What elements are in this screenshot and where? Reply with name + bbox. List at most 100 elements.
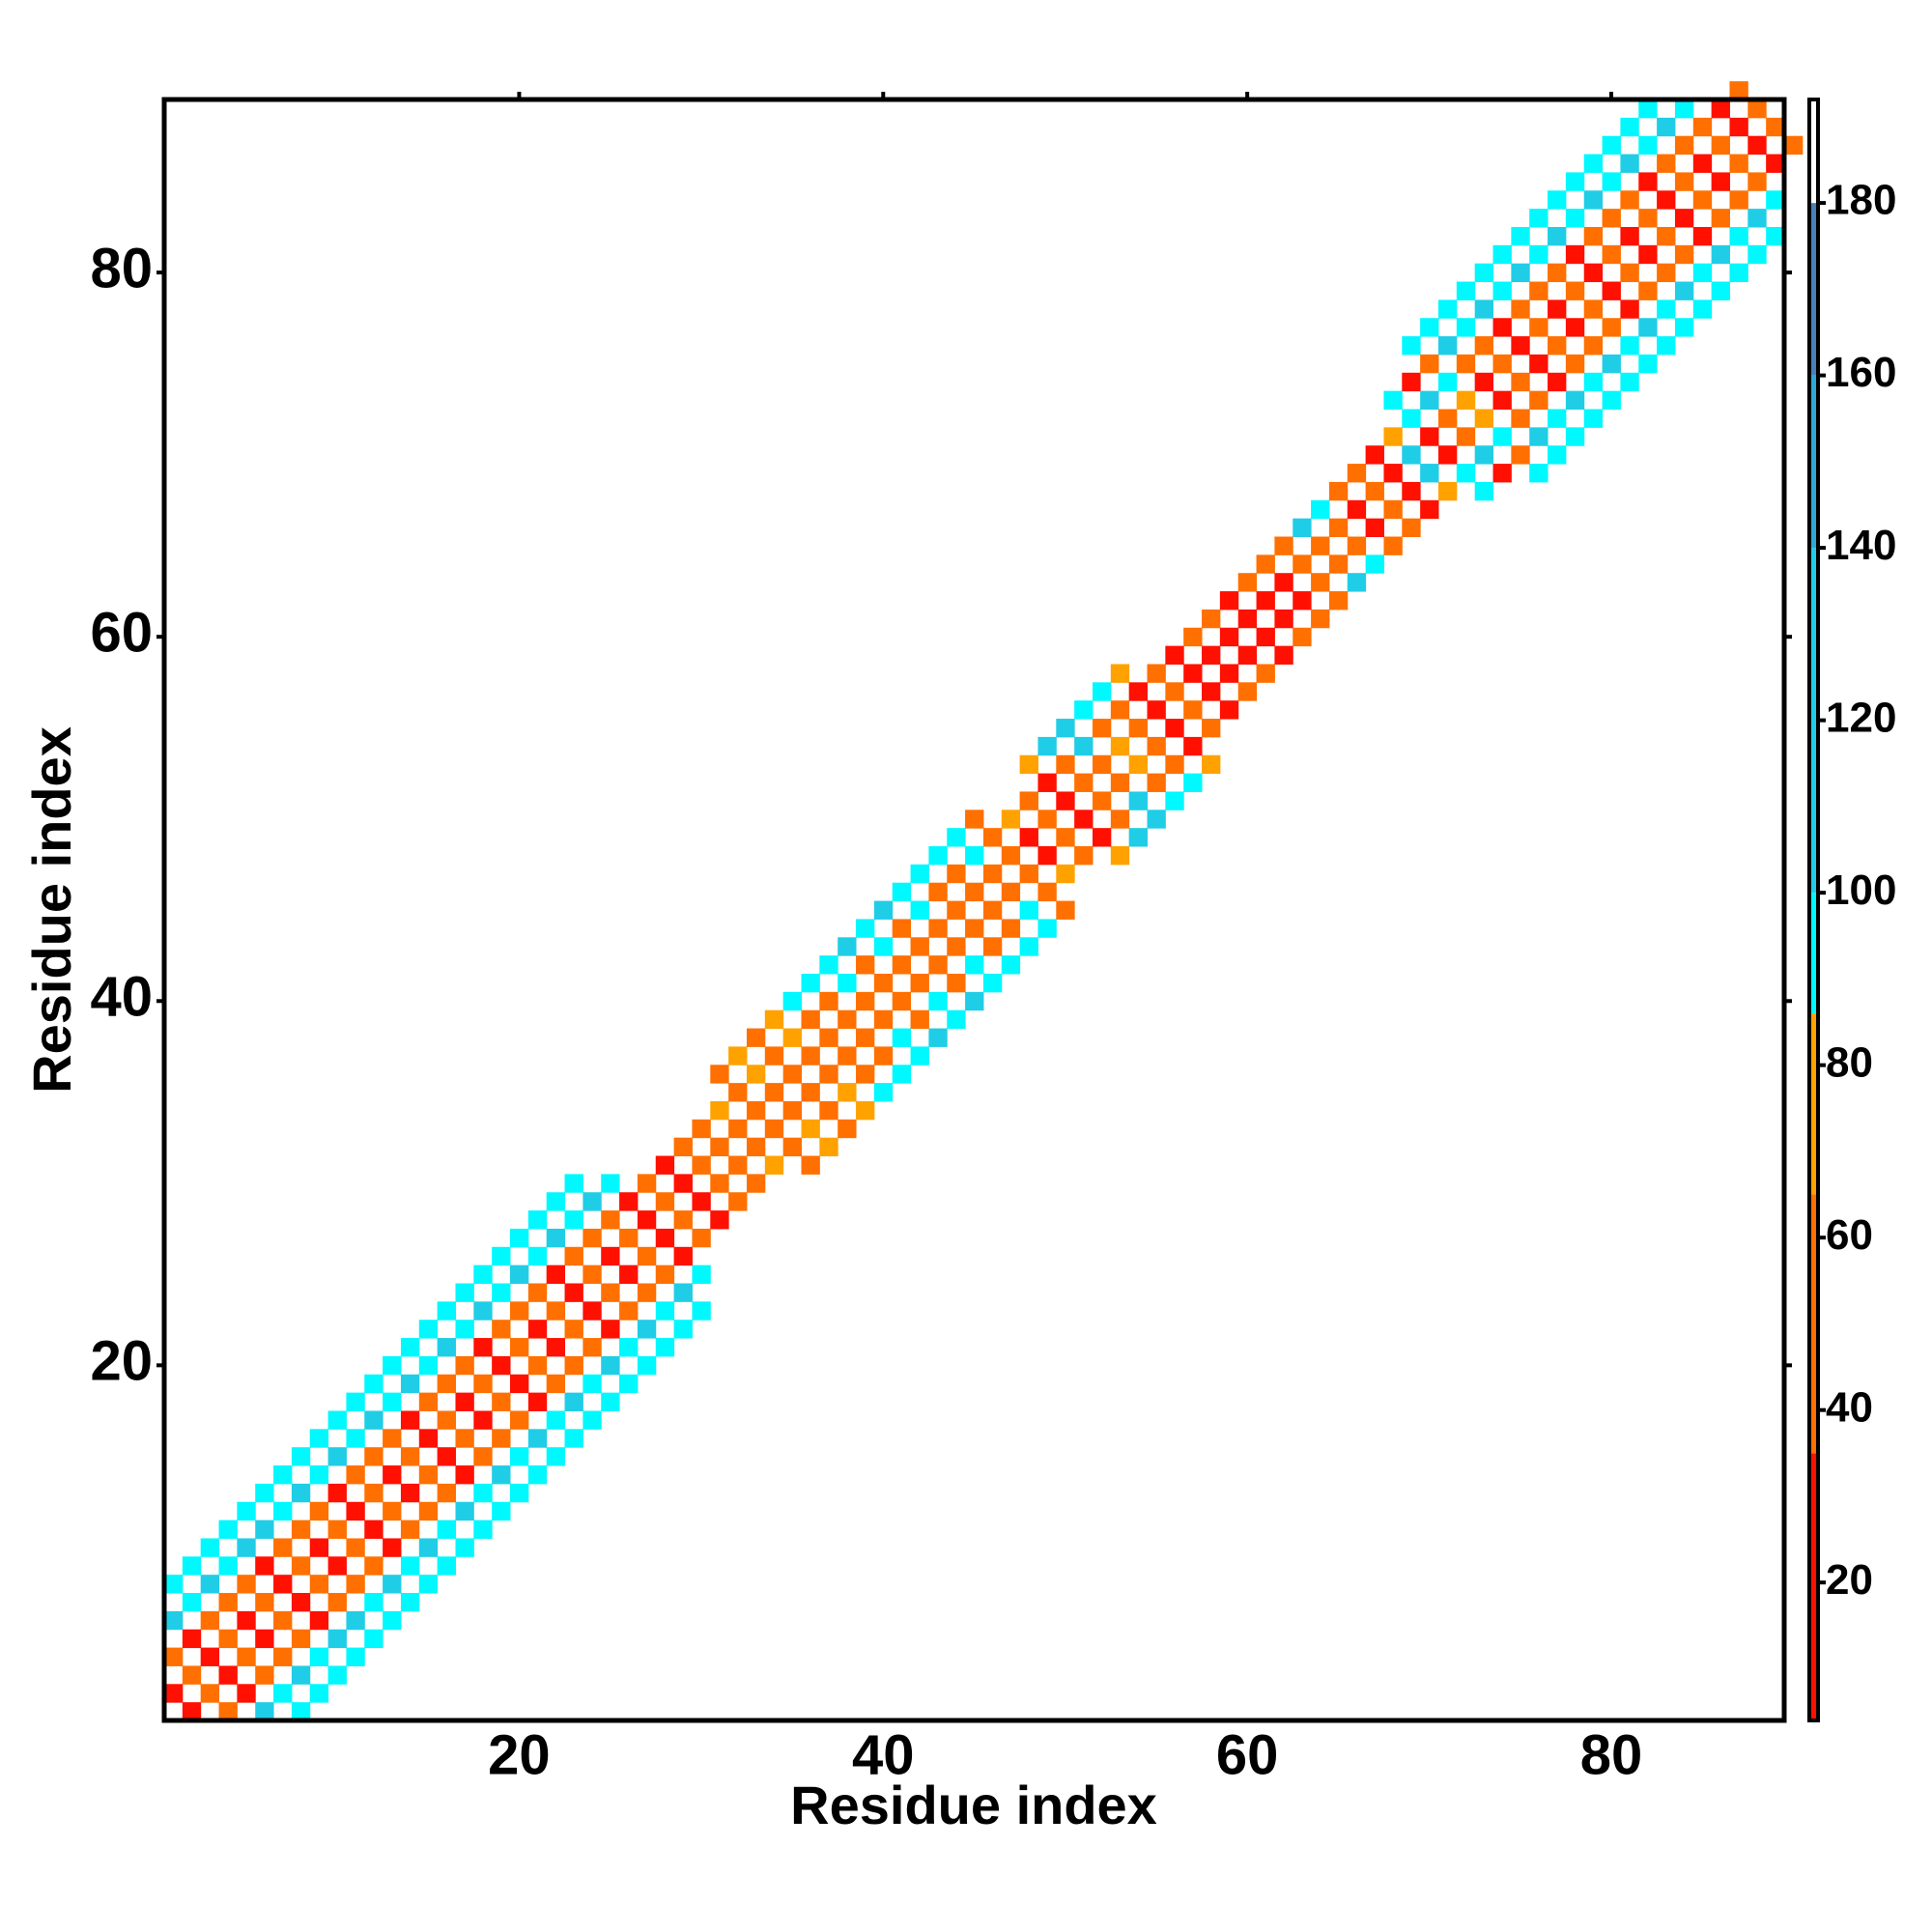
heatmap-cell [746, 1174, 766, 1193]
heatmap-cell [1674, 318, 1694, 337]
heatmap-cell [838, 973, 857, 993]
colorbar-tick-label: 160 [1826, 349, 1896, 396]
heatmap-cell [710, 1065, 729, 1084]
heatmap-cell [710, 1100, 729, 1121]
heatmap-cell [746, 1028, 766, 1047]
heatmap-cell [582, 1264, 602, 1285]
heatmap-cell [764, 1009, 784, 1030]
heatmap-cell [782, 1028, 802, 1047]
heatmap-cell [237, 1501, 256, 1521]
heatmap-cell [237, 1538, 256, 1557]
heatmap-cell [692, 1192, 711, 1211]
heatmap-cell [309, 1465, 329, 1485]
heatmap-cell [1766, 226, 1785, 246]
heatmap-cell [1548, 409, 1567, 428]
heatmap-cell [291, 1593, 311, 1612]
heatmap-cell [510, 1228, 529, 1248]
heatmap-cell [1620, 226, 1639, 246]
heatmap-cell [1128, 754, 1149, 775]
heatmap-cell [1202, 682, 1221, 701]
heatmap-cell [383, 1538, 402, 1557]
heatmap-cell [1311, 536, 1330, 555]
heatmap-cell [1529, 427, 1548, 446]
y-tick-label: 60 [90, 602, 153, 665]
heatmap-cell [873, 973, 894, 993]
heatmap-cell [1183, 700, 1203, 720]
heatmap-cell [1638, 135, 1658, 156]
heatmap-cell [1602, 172, 1621, 191]
heatmap-cell [1529, 318, 1548, 337]
heatmap-cell [1583, 263, 1604, 283]
heatmap-cell [455, 1501, 474, 1521]
heatmap-cell [1074, 700, 1094, 720]
heatmap-cell [383, 1429, 402, 1448]
heatmap-cell [455, 1320, 474, 1339]
heatmap-cell [947, 937, 966, 956]
heatmap-cell [510, 1447, 529, 1466]
heatmap-cell [510, 1264, 529, 1285]
heatmap-cell [947, 1009, 966, 1030]
heatmap-cell [982, 937, 1003, 956]
heatmap-cell [1347, 536, 1367, 555]
heatmap-cell [1456, 427, 1476, 446]
heatmap-cell [1747, 244, 1767, 265]
heatmap-cell [1311, 499, 1330, 520]
heatmap-cell [546, 1228, 566, 1248]
heatmap-cell [1583, 409, 1604, 428]
heatmap-cell [601, 1355, 620, 1376]
heatmap-cell [728, 1155, 748, 1175]
heatmap-cell [364, 1410, 384, 1430]
heatmap-cell [601, 1320, 620, 1339]
heatmap-cell [1492, 464, 1512, 483]
heatmap-cell [1747, 209, 1767, 228]
heatmap-cell [1019, 754, 1038, 775]
heatmap-cell [1311, 573, 1330, 592]
heatmap-cell [492, 1392, 511, 1411]
heatmap-cell [383, 1575, 402, 1594]
colorbar-bin [1809, 99, 1818, 204]
heatmap-cell [1474, 299, 1494, 319]
heatmap-cell [1674, 172, 1694, 191]
heatmap-cell [910, 1046, 929, 1065]
heatmap-cell [1529, 390, 1548, 411]
y-tick-label: 80 [90, 237, 153, 299]
heatmap-cell [673, 1283, 693, 1302]
heatmap-cell [1293, 518, 1312, 537]
heatmap-cell [1092, 791, 1112, 810]
colorbar-bin [1809, 1194, 1818, 1454]
heatmap-cell [564, 1392, 583, 1411]
heatmap-cell [1583, 190, 1604, 210]
heatmap-cell [400, 1374, 420, 1394]
heatmap-cell [601, 1246, 620, 1266]
heatmap-cell [346, 1465, 365, 1485]
heatmap-cell [1437, 409, 1458, 428]
heatmap-cell [1638, 209, 1658, 228]
heatmap-cell [309, 1538, 329, 1557]
heatmap-cell [164, 1575, 184, 1594]
heatmap-cell [1456, 281, 1476, 300]
heatmap-cell [1383, 464, 1403, 483]
heatmap-cell [255, 1629, 274, 1649]
heatmap-cell [383, 1610, 402, 1631]
heatmap-cell [856, 991, 875, 1011]
heatmap-cell [473, 1520, 493, 1539]
heatmap-cell [400, 1447, 420, 1466]
heatmap-cell [1019, 864, 1038, 884]
heatmap-cell [1056, 791, 1075, 810]
heatmap-cell [1402, 445, 1421, 465]
heatmap-cell [1165, 682, 1184, 701]
heatmap-cell [782, 1100, 802, 1121]
heatmap-cell [873, 1083, 894, 1102]
heatmap-cell [1420, 499, 1439, 520]
heatmap-cell [200, 1538, 220, 1557]
heatmap-cell [1766, 117, 1785, 137]
heatmap-cell [637, 1174, 657, 1193]
heatmap-cell [218, 1593, 238, 1612]
heatmap-cell [801, 1119, 820, 1139]
heatmap-cell [364, 1629, 384, 1649]
heatmap-cell [1420, 354, 1439, 374]
heatmap-cell [1565, 318, 1585, 337]
heatmap-cell [619, 1192, 639, 1211]
heatmap-cell [1511, 299, 1530, 319]
heatmap-cell [710, 1210, 729, 1230]
